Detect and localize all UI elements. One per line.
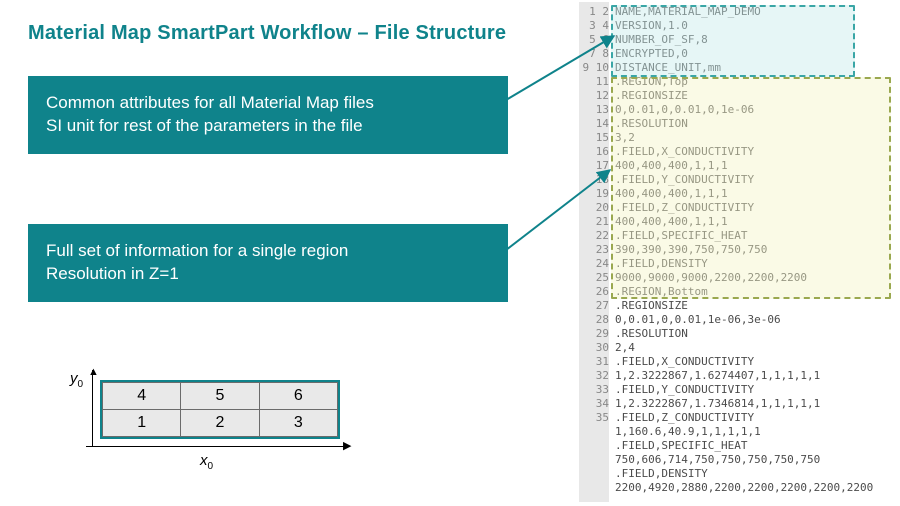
grid-cell: 1 [103, 410, 181, 437]
callout-line: Full set of information for a single reg… [46, 241, 348, 260]
grid-cell: 2 [181, 410, 259, 437]
callout-line: Common attributes for all Material Map f… [46, 93, 374, 112]
coordinate-sketch: y0 ▲ 456123 ▶ x0 [40, 378, 340, 488]
axis-y-arrow: ▲ [88, 366, 99, 378]
axis-x-label: x0 [200, 452, 213, 472]
axis-x-arrow: ▶ [343, 439, 351, 452]
callout-line: SI unit for rest of the parameters in th… [46, 115, 490, 138]
axis-y [92, 370, 93, 446]
callout-line: Resolution in Z=1 [46, 263, 490, 286]
page-title: Material Map SmartPart Workflow – File S… [28, 22, 506, 45]
axis-y-label: y0 [70, 370, 83, 390]
index-grid: 456 123 [100, 380, 340, 439]
code-text: NAME,MATERIAL_MAP_DEMO VERSION,1.0 NUMBE… [609, 2, 894, 498]
grid-cell: 5 [181, 383, 259, 410]
grid-cell: 4 [103, 383, 181, 410]
file-listing: 1 2 3 4 5 6 7 8 9 10 11 12 13 14 15 16 1… [579, 2, 894, 502]
grid-cell: 3 [259, 410, 337, 437]
callout-region-info: Full set of information for a single reg… [28, 224, 508, 302]
line-number-gutter: 1 2 3 4 5 6 7 8 9 10 11 12 13 14 15 16 1… [579, 2, 609, 502]
callout-common-attributes: Common attributes for all Material Map f… [28, 76, 508, 154]
grid-cell: 6 [259, 383, 337, 410]
axis-x [86, 446, 346, 447]
